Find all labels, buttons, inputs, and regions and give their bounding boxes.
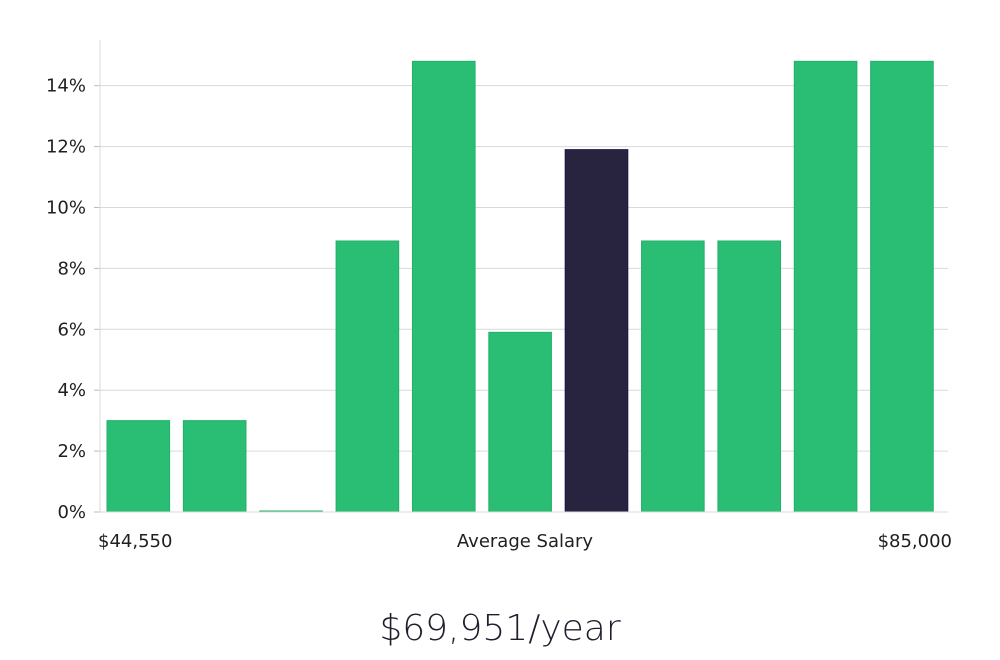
bar: [411, 60, 476, 513]
y-axis-ticks: 0% 2% 4% 6% 8% 10% 12% 14%: [46, 76, 100, 523]
y-tick-label: 2%: [57, 441, 86, 462]
bar: [182, 420, 247, 513]
bar: [641, 240, 705, 513]
bar: [335, 240, 400, 513]
average-salary-value: $69,951/year: [379, 608, 621, 649]
bar-highlighted: [564, 149, 629, 513]
x-axis-title: Average Salary: [457, 531, 594, 552]
y-tick-label: 14%: [46, 76, 86, 97]
y-tick-label: 12%: [46, 137, 86, 158]
y-tick-label: 8%: [57, 258, 86, 279]
bar: [488, 331, 552, 513]
bar: [793, 60, 858, 513]
bars: [106, 60, 934, 513]
y-tick-label: 4%: [57, 380, 86, 401]
y-tick-label: 6%: [57, 319, 86, 340]
x-min-label: $44,550: [98, 531, 172, 552]
y-tick-label: 0%: [57, 502, 86, 523]
grid-lines: [100, 85, 948, 452]
x-max-label: $85,000: [878, 531, 952, 552]
bar: [717, 240, 782, 513]
salary-histogram: 0% 2% 4% 6% 8% 10% 12% 14% $44,550 Average Sala…: [46, 40, 952, 552]
bar: [870, 60, 934, 513]
y-tick-label: 10%: [46, 197, 86, 218]
bar: [106, 420, 171, 513]
